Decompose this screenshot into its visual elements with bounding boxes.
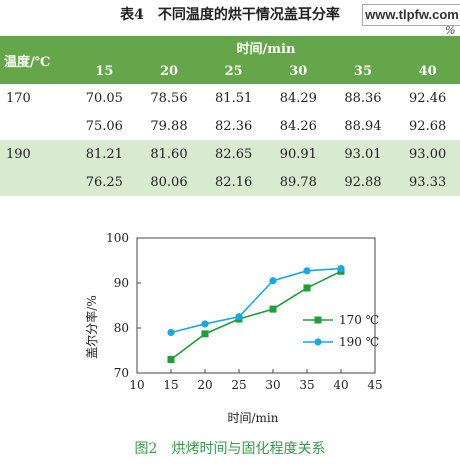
time-col-header: 30 bbox=[289, 63, 308, 79]
data-point bbox=[201, 330, 209, 338]
table-unit: % bbox=[445, 24, 456, 37]
temp-header: 温度/℃ bbox=[4, 54, 51, 70]
value-cell: 76.25 bbox=[72, 168, 137, 196]
x-tick-label: 45 bbox=[367, 378, 382, 392]
figure-caption: 图2 烘烤时间与固化程度关系 bbox=[134, 441, 326, 457]
x-tick-label: 15 bbox=[163, 378, 178, 392]
y-tick-label: 80 bbox=[114, 321, 129, 335]
temp-cell: 170 bbox=[6, 90, 31, 106]
x-tick-label: 10 bbox=[129, 378, 144, 392]
value-cell: 92.88 bbox=[330, 168, 396, 196]
x-tick-label: 20 bbox=[197, 378, 212, 392]
data-point bbox=[337, 265, 345, 273]
value-cell: 90.91 bbox=[265, 140, 331, 168]
value-cell: 75.06 bbox=[85, 118, 123, 134]
data-point bbox=[167, 328, 175, 337]
data-point bbox=[167, 356, 175, 363]
plot-frame bbox=[136, 237, 376, 374]
series-line bbox=[170, 270, 342, 361]
value-cell: 93.01 bbox=[330, 140, 396, 168]
table-row: 75.06 79.88 82.36 84.26 88.94 92.68 bbox=[0, 112, 460, 140]
value-cell: 81.21 bbox=[72, 140, 137, 168]
value-cell: 92.46 bbox=[409, 90, 447, 106]
time-col-header: 25 bbox=[224, 63, 243, 79]
data-point bbox=[303, 267, 311, 275]
time-col-header: 20 bbox=[159, 63, 179, 79]
value-cell: 93.33 bbox=[395, 168, 460, 196]
value-cell: 82.16 bbox=[201, 168, 266, 196]
x-tick-label: 35 bbox=[299, 378, 314, 392]
x-axis-label: 时间/min bbox=[228, 411, 279, 425]
value-cell: 70.05 bbox=[85, 90, 123, 106]
y-tick-label: 100 bbox=[106, 231, 129, 245]
series-line bbox=[170, 267, 342, 334]
data-point bbox=[201, 320, 209, 328]
chart-series bbox=[167, 265, 345, 363]
legend-label: 190 ℃ bbox=[339, 335, 379, 349]
y-tick-label: 70 bbox=[114, 366, 129, 380]
x-tick-label: 25 bbox=[231, 378, 246, 392]
value-cell: 84.29 bbox=[279, 90, 317, 106]
legend-marker bbox=[314, 338, 322, 346]
legend-label: 170 ℃ bbox=[339, 313, 379, 327]
time-col-header: 15 bbox=[95, 63, 114, 79]
data-point bbox=[235, 313, 243, 321]
temp-cell bbox=[0, 168, 72, 196]
chart-ticks: 10 15 20 25 30 35 40 45 70 80 90 100 bbox=[106, 231, 383, 392]
table-row: 76.25 80.06 82.16 89.78 92.88 93.33 bbox=[0, 168, 460, 196]
temp-cell bbox=[0, 112, 72, 140]
time-col-header: 40 bbox=[418, 63, 437, 79]
value-cell: 88.36 bbox=[344, 90, 382, 106]
x-tick-label: 40 bbox=[333, 378, 348, 392]
time-header: 时间/min bbox=[236, 41, 296, 57]
value-cell: 80.06 bbox=[136, 168, 202, 196]
line-chart: 10 15 20 25 30 35 40 45 70 80 90 100 170 ℃ 190 ℃ 时间/… bbox=[84, 231, 383, 425]
data-point bbox=[269, 277, 277, 285]
value-cell: 93.00 bbox=[395, 140, 460, 168]
data-point bbox=[303, 284, 311, 292]
value-cell: 88.94 bbox=[344, 118, 382, 134]
data-table: 温度/℃ 时间/min 15 20 25 30 35 40 170 70.05 … bbox=[0, 36, 460, 196]
temp-cell: 190 bbox=[0, 140, 72, 168]
y-axis-label: 盖尔分率/% bbox=[84, 295, 99, 358]
x-tick-label: 30 bbox=[265, 378, 280, 392]
value-cell: 78.56 bbox=[150, 90, 188, 106]
value-cell: 81.60 bbox=[136, 140, 202, 168]
watermark: www.tlpfw.com bbox=[362, 4, 460, 26]
legend-marker bbox=[314, 316, 322, 324]
y-tick-label: 90 bbox=[114, 276, 129, 290]
value-cell: 81.51 bbox=[215, 90, 253, 106]
data-point bbox=[269, 305, 277, 313]
value-cell: 82.65 bbox=[201, 140, 266, 168]
value-cell: 82.36 bbox=[215, 118, 253, 134]
chart-axes bbox=[136, 237, 376, 374]
value-cell: 84.26 bbox=[279, 118, 317, 134]
table-title: 表4 不同温度的烘干情况盖耳分率 bbox=[120, 7, 340, 23]
value-cell: 92.68 bbox=[409, 118, 447, 134]
chart-legend: 170 ℃ 190 ℃ bbox=[303, 313, 379, 349]
time-col-header: 35 bbox=[353, 63, 372, 79]
table-row: 170 70.05 78.56 81.51 84.29 88.36 92.46 bbox=[0, 84, 460, 112]
table-row: 190 81.21 81.60 82.65 90.91 93.01 93.00 bbox=[0, 140, 460, 168]
table-header-row-1: 温度/℃ 时间/min bbox=[0, 36, 460, 70]
table-header-row-2: 15 20 25 30 35 40 bbox=[0, 58, 460, 84]
value-cell: 79.88 bbox=[150, 118, 188, 134]
value-cell: 89.78 bbox=[265, 168, 331, 196]
